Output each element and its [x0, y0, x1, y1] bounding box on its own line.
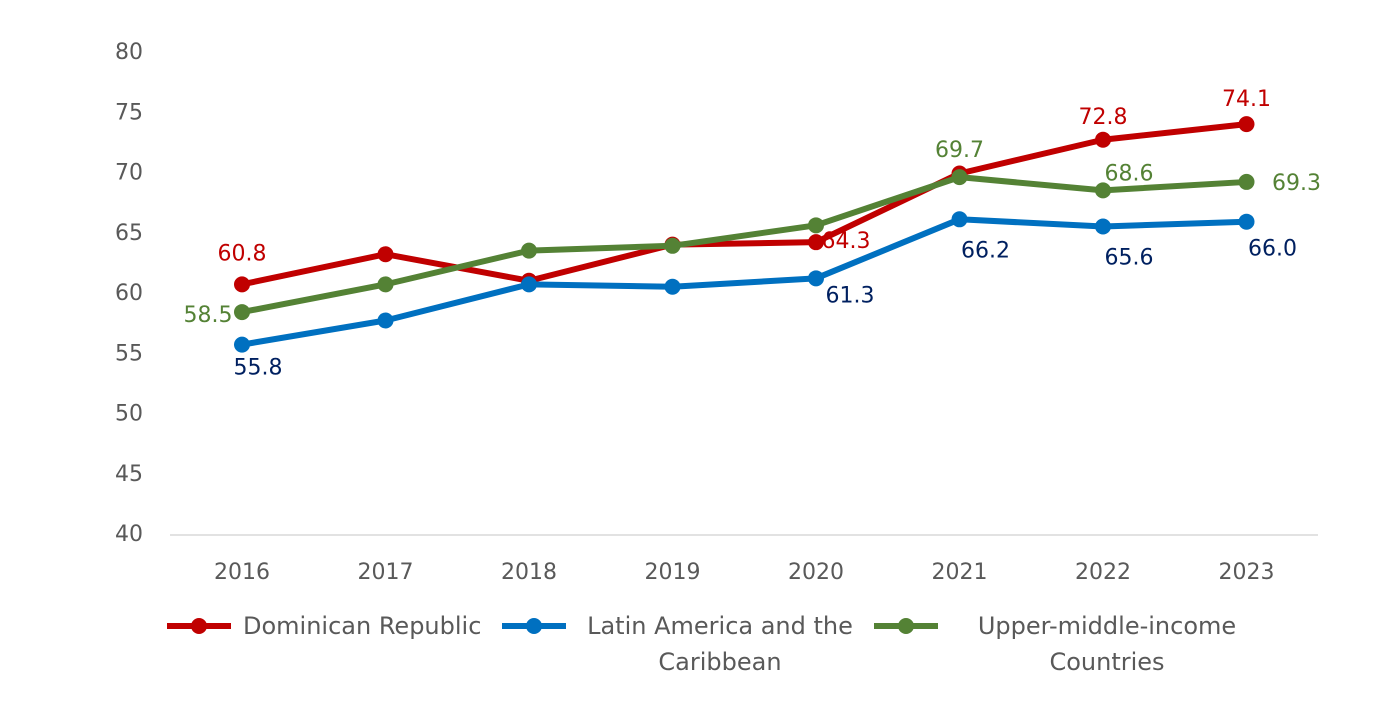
data-label: 64.3 [822, 229, 871, 254]
data-label: 74.1 [1222, 87, 1271, 112]
y-tick-label: 55 [115, 341, 143, 366]
x-tick-label: 2019 [645, 560, 701, 585]
marker [1095, 131, 1111, 148]
marker [951, 169, 968, 186]
x-tick-label: 2021 [932, 560, 988, 585]
y-tick-label: 60 [115, 281, 143, 306]
marker [234, 276, 250, 293]
data-label: 72.8 [1079, 105, 1128, 130]
marker [234, 304, 250, 321]
legend-item: Dominican Republic [165, 608, 483, 644]
data-label: 61.3 [826, 283, 875, 308]
y-tick-label: 65 [115, 221, 143, 246]
marker [377, 312, 394, 329]
chart: 40 45 50 55 60 65 70 75 80 2016 2017 2018 2019 2020 20… [115, 40, 1321, 585]
legend-item: Upper-middle-income Countries [872, 608, 1272, 680]
marker [1238, 116, 1255, 133]
legend-swatch [502, 618, 566, 634]
marker [664, 278, 681, 295]
x-tick-label: 2016 [214, 560, 270, 585]
marker [521, 242, 537, 259]
legend-label: Latin America and the Caribbean [587, 612, 853, 676]
data-label: 65.6 [1105, 246, 1154, 271]
marker [1238, 213, 1255, 230]
marker [521, 276, 537, 293]
y-tick-label: 80 [115, 40, 143, 65]
marker [377, 246, 394, 263]
line [241, 174, 1247, 316]
data-label: 69.3 [1272, 171, 1321, 196]
x-tick-label: 2022 [1075, 560, 1131, 585]
y-tick-label: 50 [115, 402, 143, 427]
data-label: 66.0 [1248, 237, 1297, 262]
legend-swatch [167, 618, 231, 634]
y-tick-label: 75 [115, 100, 143, 125]
legend-label: Upper-middle-income Countries [977, 612, 1237, 676]
y-tick-label: 40 [115, 522, 143, 547]
legend-swatch [874, 618, 938, 634]
marker [951, 211, 968, 228]
line [241, 121, 1247, 288]
y-tick-label: 45 [115, 462, 143, 487]
x-tick-label: 2020 [788, 560, 844, 585]
marker [1095, 182, 1111, 199]
x-tick-label: 2023 [1219, 560, 1275, 585]
marker [808, 234, 824, 251]
marker [808, 270, 824, 287]
data-label: 66.2 [961, 238, 1010, 263]
data-label: 58.5 [184, 303, 233, 328]
x-tick-label: 2017 [358, 560, 414, 585]
marker [377, 276, 394, 293]
data-label: 55.8 [234, 356, 283, 381]
y-tick-label: 70 [115, 161, 143, 186]
marker [664, 237, 681, 254]
marker [808, 217, 824, 234]
data-label: 60.8 [218, 241, 267, 266]
marker [1095, 218, 1111, 235]
legend-label: Dominican Republic [243, 612, 482, 640]
data-label: 69.7 [935, 138, 984, 163]
data-label: 68.6 [1105, 161, 1154, 186]
line [241, 216, 1247, 348]
marker [1238, 173, 1255, 190]
marker [234, 336, 250, 353]
legend-item: Latin America and the Caribbean [500, 608, 870, 680]
x-tick-label: 2018 [501, 560, 557, 585]
